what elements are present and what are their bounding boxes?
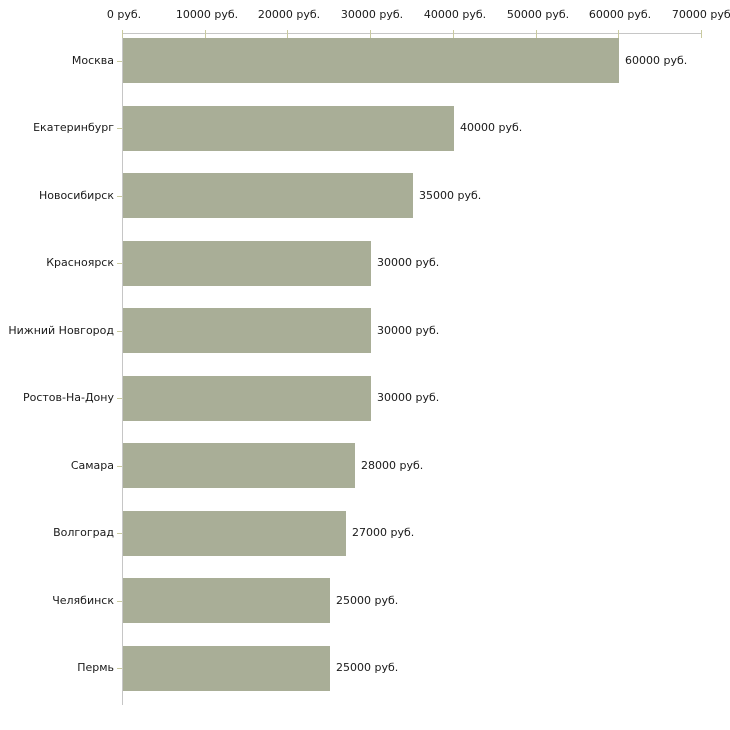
x-axis-tick — [618, 30, 619, 38]
category-label: Новосибирск — [38, 189, 114, 202]
x-tick-label: 10000 руб. — [175, 8, 239, 21]
bar — [123, 38, 619, 83]
x-tick-label: 40000 руб. — [423, 8, 487, 21]
bar — [123, 376, 371, 421]
value-label: 60000 руб. — [625, 54, 688, 67]
value-label: 40000 руб. — [460, 121, 523, 134]
x-tick-label: 70000 руб. — [671, 8, 730, 21]
x-tick-label: 50000 руб. — [506, 8, 570, 21]
category-tick — [117, 466, 122, 467]
value-label: 25000 руб. — [336, 661, 399, 674]
y-axis-line — [122, 33, 123, 705]
category-tick — [117, 61, 122, 62]
category-label: Екатеринбург — [33, 121, 114, 134]
x-axis-tick — [205, 30, 206, 38]
x-axis-tick — [536, 30, 537, 38]
category-label: Москва — [71, 54, 114, 67]
category-tick — [117, 668, 122, 669]
value-label: 30000 руб. — [377, 324, 440, 337]
category-label: Ростов-На-Дону — [22, 391, 114, 404]
category-label: Красноярск — [46, 256, 114, 269]
category-tick — [117, 533, 122, 534]
value-label: 35000 руб. — [419, 189, 482, 202]
category-tick — [117, 196, 122, 197]
bar — [123, 308, 371, 353]
category-tick — [117, 263, 122, 264]
x-axis-tick — [453, 30, 454, 38]
bar — [123, 106, 454, 151]
bar — [123, 646, 330, 691]
value-label: 27000 руб. — [352, 526, 415, 539]
x-tick-label: 60000 руб. — [588, 8, 652, 21]
x-axis-line — [122, 33, 702, 34]
category-label: Нижний Новгород — [8, 324, 114, 337]
value-label: 28000 руб. — [361, 459, 424, 472]
value-label: 25000 руб. — [336, 594, 399, 607]
category-label: Челябинск — [52, 594, 114, 607]
x-axis-tick — [287, 30, 288, 38]
category-tick — [117, 128, 122, 129]
category-tick — [117, 331, 122, 332]
x-tick-label: 20000 руб. — [257, 8, 321, 21]
bar — [123, 173, 413, 218]
bar — [123, 578, 330, 623]
bar — [123, 443, 355, 488]
x-axis-tick — [370, 30, 371, 38]
category-tick — [117, 601, 122, 602]
category-label: Самара — [70, 459, 114, 472]
x-axis-tick — [122, 30, 123, 38]
category-tick — [117, 398, 122, 399]
value-label: 30000 руб. — [377, 256, 440, 269]
bar — [123, 241, 371, 286]
category-label: Пермь — [77, 661, 114, 674]
x-tick-label: 0 руб. — [106, 8, 142, 21]
x-tick-label: 30000 руб. — [340, 8, 404, 21]
x-axis-tick — [701, 30, 702, 38]
bar — [123, 511, 346, 556]
value-label: 30000 руб. — [377, 391, 440, 404]
category-label: Волгоград — [53, 526, 114, 539]
